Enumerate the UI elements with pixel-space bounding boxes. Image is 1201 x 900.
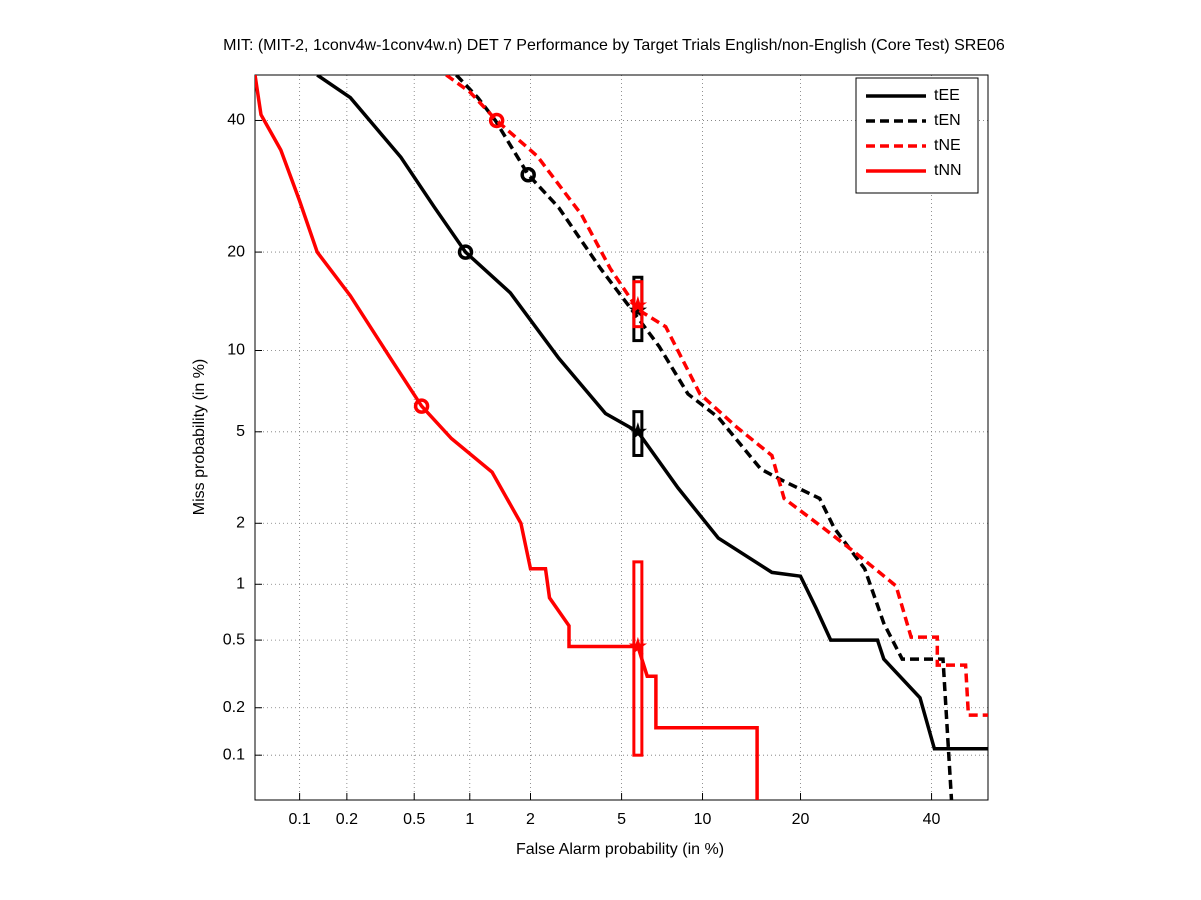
min-dcf-point <box>520 166 536 183</box>
legend-label: tNN <box>934 162 962 179</box>
y-tick-label: 10 <box>227 342 245 359</box>
y-axis-label: Miss probability (in %) <box>191 359 208 515</box>
min-dcf-point <box>413 398 430 414</box>
x-tick-label: 2 <box>526 811 535 828</box>
series-line <box>445 75 988 717</box>
y-tick-label: 1 <box>236 575 245 592</box>
chart-title: MIT: (MIT-2, 1conv4w-1conv4w.n) DET 7 Pe… <box>223 37 1005 54</box>
series-line <box>455 75 954 800</box>
act-dcf-point <box>628 300 648 319</box>
plot-lines <box>255 75 988 800</box>
y-tick-label: 2 <box>236 515 245 532</box>
y-tick-label: 5 <box>236 423 245 440</box>
series-line <box>255 75 759 800</box>
x-tick-label: 1 <box>465 811 474 828</box>
act-dcf-point <box>628 295 648 314</box>
y-tick-label: 40 <box>227 112 245 129</box>
act-dcf-point <box>628 422 648 440</box>
plot-frame <box>254 74 989 801</box>
y-tick-label: 0.1 <box>223 746 245 763</box>
y-tick-label: 0.5 <box>223 631 245 648</box>
x-tick-label: 0.2 <box>336 811 358 828</box>
x-tick-label: 0.5 <box>403 811 425 828</box>
legend-label: tEN <box>934 112 961 129</box>
min-dcf-point <box>488 112 505 129</box>
x-tick-label: 5 <box>617 811 626 828</box>
x-tick-label: 40 <box>923 811 941 828</box>
confidence-box <box>632 560 644 757</box>
series-line <box>316 75 988 751</box>
legend-label: tEE <box>934 87 960 104</box>
legend-label: tNE <box>934 137 961 154</box>
act-dcf-point <box>628 636 648 655</box>
y-tick-label: 0.2 <box>223 699 245 716</box>
y-tick-label: 20 <box>227 243 245 260</box>
x-tick-label: 0.1 <box>288 811 310 828</box>
confidence-box <box>632 410 644 457</box>
x-tick-label: 10 <box>694 811 712 828</box>
min-dcf-point <box>457 244 474 260</box>
x-axis-label: False Alarm probability (in %) <box>516 841 724 858</box>
x-tick-label: 20 <box>792 811 810 828</box>
